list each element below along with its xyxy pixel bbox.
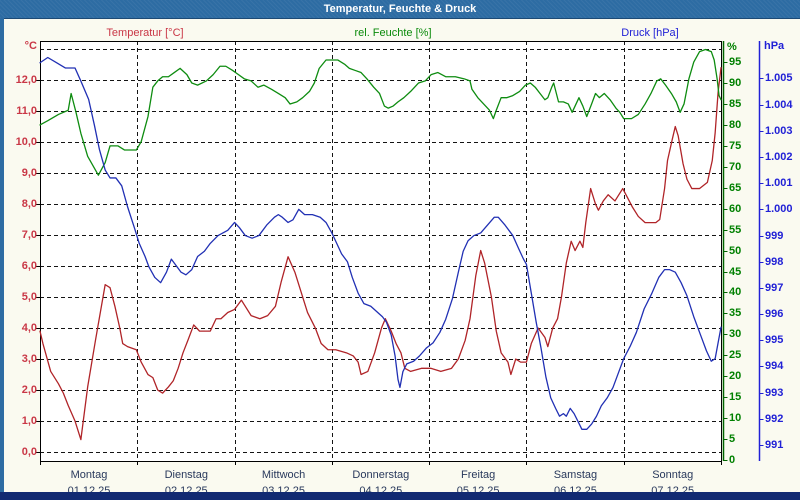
hum-tick-label: 15 <box>729 391 742 404</box>
pres-tick-label: 996 <box>765 308 784 321</box>
pres-tick-label: 998 <box>765 255 784 268</box>
pres-tick-label: 1.005 <box>765 72 793 85</box>
day-name-label: Mittwoch <box>261 469 306 481</box>
temp-tick-label: 11,0 <box>16 105 37 118</box>
pres-tick-label: 995 <box>765 334 784 347</box>
hum-tick-label: 65 <box>729 181 742 194</box>
day-name-label: Samstag <box>553 469 598 481</box>
pressure-series-label: Druck [hPa] <box>621 27 679 39</box>
temp-tick-label: 8,0 <box>21 198 37 211</box>
pres-tick-label: 1.000 <box>765 203 793 216</box>
hum-tick-label: 75 <box>729 139 742 152</box>
day-name-label: Montag <box>70 469 108 481</box>
temp-tick-label: 12,0 <box>15 74 37 87</box>
pres-tick-label: 993 <box>765 386 784 399</box>
hum-tick-label: 45 <box>729 265 742 278</box>
pressure-axis-unit: hPa <box>764 40 785 52</box>
temperature-axis-unit: °C <box>24 40 37 52</box>
temp-tick-label: 1,0 <box>21 415 37 427</box>
hum-tick-label: 25 <box>729 349 742 362</box>
temp-tick-label: 2,0 <box>21 384 37 397</box>
hum-tick-label: 80 <box>729 118 742 131</box>
window-bottom-frame <box>0 492 800 500</box>
pres-tick-label: 991 <box>765 439 784 452</box>
hum-tick-label: 20 <box>729 370 742 383</box>
hum-tick-label: 30 <box>729 328 742 341</box>
hum-tick-label: 70 <box>729 160 742 173</box>
hum-tick-label: 60 <box>729 202 742 215</box>
temp-tick-label: 0,0 <box>21 446 37 458</box>
temp-tick-label: 9,0 <box>21 167 37 180</box>
temp-tick-label: 4,0 <box>21 322 37 335</box>
hum-tick-label: 95 <box>729 56 742 69</box>
hum-tick-label: 55 <box>729 223 742 236</box>
day-name-label: Dienstag <box>164 469 208 481</box>
pres-tick-label: 1.002 <box>765 150 793 163</box>
temperature-series-label: Temperatur [°C] <box>106 27 184 39</box>
hum-tick-label: 85 <box>729 97 742 110</box>
pres-tick-label: 1.001 <box>765 177 793 190</box>
day-name-label: Sonntag <box>652 469 694 481</box>
temp-tick-label: 3,0 <box>21 353 37 366</box>
temp-tick-label: 7,0 <box>21 229 37 242</box>
temp-tick-label: 6,0 <box>21 260 37 273</box>
temp-tick-label: 10,0 <box>15 136 37 149</box>
hum-tick-label: 0 <box>729 453 736 466</box>
hum-tick-label: 5 <box>729 433 736 446</box>
hum-tick-label: 10 <box>729 412 742 425</box>
hum-tick-label: 35 <box>729 307 742 320</box>
pres-tick-label: 1.003 <box>765 124 793 137</box>
pres-tick-label: 992 <box>765 412 784 425</box>
pres-tick-label: 1.004 <box>765 98 793 111</box>
day-name-label: Donnerstag <box>352 469 410 481</box>
day-name-label: Freitag <box>461 469 496 481</box>
pres-tick-label: 997 <box>765 281 784 294</box>
humidity-series-label: rel. Feuchte [%] <box>354 27 432 39</box>
pres-tick-label: 999 <box>765 229 784 242</box>
hum-tick-label: 50 <box>729 244 742 257</box>
pres-tick-label: 994 <box>765 360 784 373</box>
temp-tick-label: 5,0 <box>21 291 37 304</box>
hum-tick-label: 90 <box>729 77 742 89</box>
hum-tick-label: 40 <box>729 286 742 299</box>
humidity-axis-unit: % <box>727 41 737 53</box>
